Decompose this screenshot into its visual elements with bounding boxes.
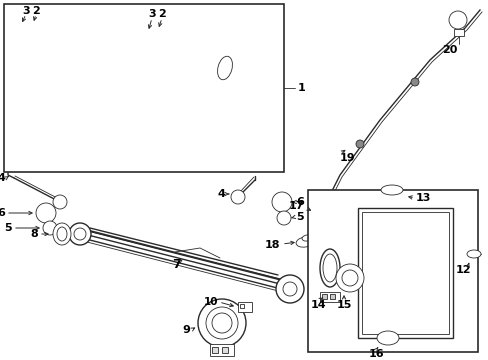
Text: 5: 5 (4, 223, 12, 233)
Text: 18: 18 (264, 240, 280, 250)
Bar (238, 302, 251, 312)
Circle shape (276, 211, 290, 225)
Circle shape (335, 264, 363, 292)
Text: 17: 17 (288, 201, 304, 211)
Text: 14: 14 (309, 300, 325, 310)
Circle shape (283, 282, 296, 296)
Bar (357, 208, 452, 338)
Circle shape (53, 195, 67, 209)
Ellipse shape (380, 185, 402, 195)
Text: 11: 11 (319, 223, 335, 233)
Text: 4: 4 (0, 173, 5, 183)
Bar (222, 347, 227, 353)
Bar (329, 294, 334, 299)
Circle shape (448, 11, 466, 29)
Text: 4: 4 (217, 189, 224, 199)
Text: 12: 12 (454, 265, 470, 275)
Ellipse shape (323, 254, 336, 282)
Text: 10: 10 (203, 297, 218, 307)
Text: 2: 2 (32, 6, 40, 16)
Text: 3: 3 (22, 6, 30, 16)
Bar (240, 304, 244, 308)
Text: 6: 6 (295, 197, 303, 207)
Bar (319, 292, 339, 302)
Circle shape (212, 313, 231, 333)
Text: 20: 20 (442, 45, 457, 55)
Circle shape (69, 223, 91, 245)
Bar (361, 212, 448, 334)
Text: 2: 2 (158, 9, 165, 19)
Text: 9: 9 (182, 325, 190, 335)
Bar (307, 190, 477, 352)
Ellipse shape (296, 237, 313, 247)
Text: 16: 16 (367, 349, 383, 359)
Circle shape (43, 221, 57, 235)
Text: 5: 5 (295, 212, 303, 222)
Text: 3: 3 (148, 9, 155, 19)
Circle shape (198, 299, 245, 347)
Circle shape (205, 307, 238, 339)
Circle shape (36, 203, 56, 223)
Circle shape (271, 192, 291, 212)
Circle shape (275, 275, 304, 303)
Text: 6: 6 (0, 208, 5, 218)
Bar (209, 344, 234, 356)
Ellipse shape (57, 227, 67, 241)
Ellipse shape (376, 331, 398, 345)
Text: 7: 7 (172, 258, 181, 271)
Circle shape (230, 190, 244, 204)
Text: 13: 13 (415, 193, 430, 203)
Ellipse shape (217, 56, 232, 80)
Ellipse shape (302, 235, 311, 241)
Circle shape (74, 228, 86, 240)
Circle shape (355, 140, 363, 148)
Ellipse shape (466, 250, 480, 258)
Text: 15: 15 (336, 300, 351, 310)
Text: 1: 1 (297, 83, 305, 93)
Bar (212, 347, 218, 353)
Text: 8: 8 (30, 229, 38, 239)
Ellipse shape (319, 249, 339, 287)
Bar (4, 4, 284, 172)
Circle shape (410, 78, 418, 86)
Bar (321, 294, 326, 299)
Circle shape (341, 270, 357, 286)
Text: 19: 19 (339, 153, 355, 163)
Bar (453, 29, 463, 36)
Ellipse shape (53, 223, 71, 245)
